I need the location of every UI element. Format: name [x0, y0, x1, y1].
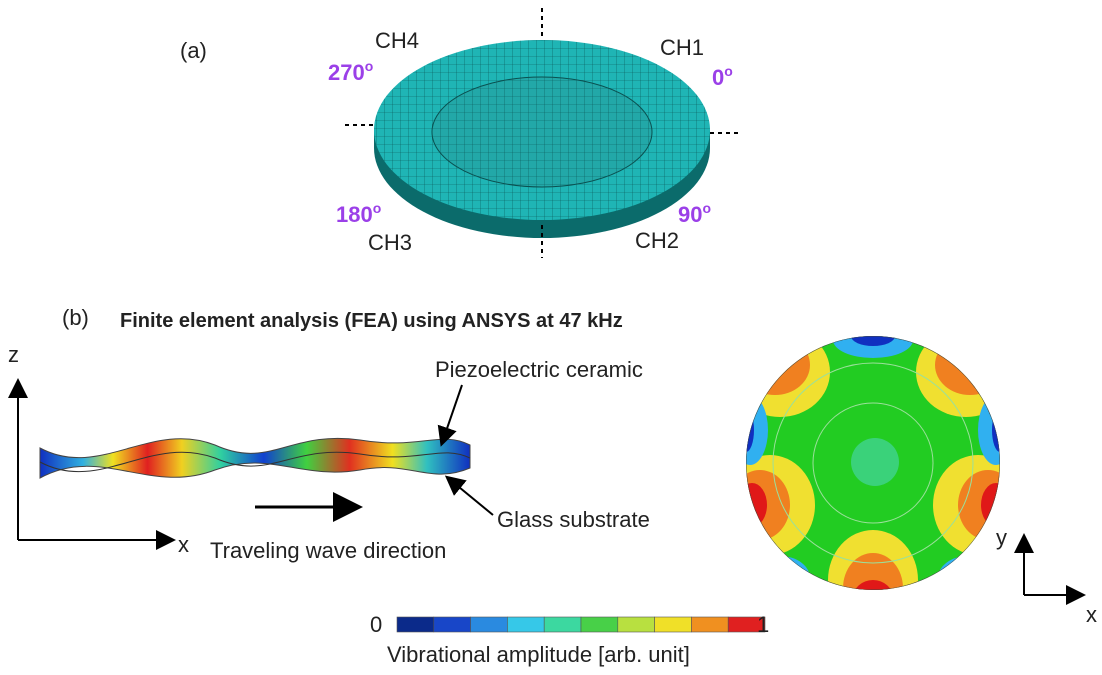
channel-label: CH2 [635, 228, 679, 253]
colorbar-segment [618, 617, 655, 632]
channel-label: CH3 [368, 230, 412, 255]
colorbar-max: 1 [757, 612, 769, 637]
colorbar-label: Vibrational amplitude [arb. unit] [387, 642, 690, 667]
angle-value: 0 [712, 65, 724, 90]
annotation: Traveling wave direction [210, 538, 446, 563]
panel-label: (a) [180, 38, 207, 63]
channel-label: CH4 [375, 28, 419, 53]
axis-label: x [178, 532, 189, 557]
colorbar-segment [581, 617, 618, 632]
annotation: Piezoelectric ceramic [435, 357, 643, 382]
angle-degree: o [373, 200, 382, 216]
channel-label: CH1 [660, 35, 704, 60]
angle-value: 270 [328, 60, 365, 85]
annotation: Glass substrate [497, 507, 650, 532]
wave-ribbon [40, 438, 470, 478]
colorbar-segment [655, 617, 692, 632]
axis-label: y [996, 525, 1007, 550]
colorbar-min: 0 [370, 612, 382, 637]
colorbar-segment [691, 617, 728, 632]
angle-label: 270o [328, 58, 373, 85]
arrow [448, 478, 493, 515]
angle-degree: o [365, 58, 374, 74]
axis-label: z [8, 342, 19, 367]
colorbar-segment [397, 617, 434, 632]
angle-value: 90 [678, 202, 702, 227]
axis-label: x [1086, 602, 1097, 627]
angle-label: 90o [678, 200, 711, 227]
angle-degree: o [702, 200, 711, 216]
colorbar-segment [507, 617, 544, 632]
disk-mesh [374, 40, 710, 238]
colorbar [397, 617, 765, 632]
colorbar-segment [471, 617, 508, 632]
colorbar-segment [544, 617, 581, 632]
top-axes [1024, 537, 1082, 595]
angle-label: 180o [336, 200, 381, 227]
angle-degree: o [724, 63, 733, 79]
panel-label: (b) [62, 305, 89, 330]
figure: (a) CH4 CH1 CH3 CH2 270o0o180o90o (b) Fi… [0, 0, 1102, 670]
panel-title: Finite element analysis (FEA) using ANSY… [120, 310, 623, 332]
arrow [442, 385, 462, 443]
angle-value: 180 [336, 202, 373, 227]
top-view-disk [725, 322, 1023, 630]
angle-label: 0o [712, 63, 733, 90]
colorbar-segment [434, 617, 471, 632]
